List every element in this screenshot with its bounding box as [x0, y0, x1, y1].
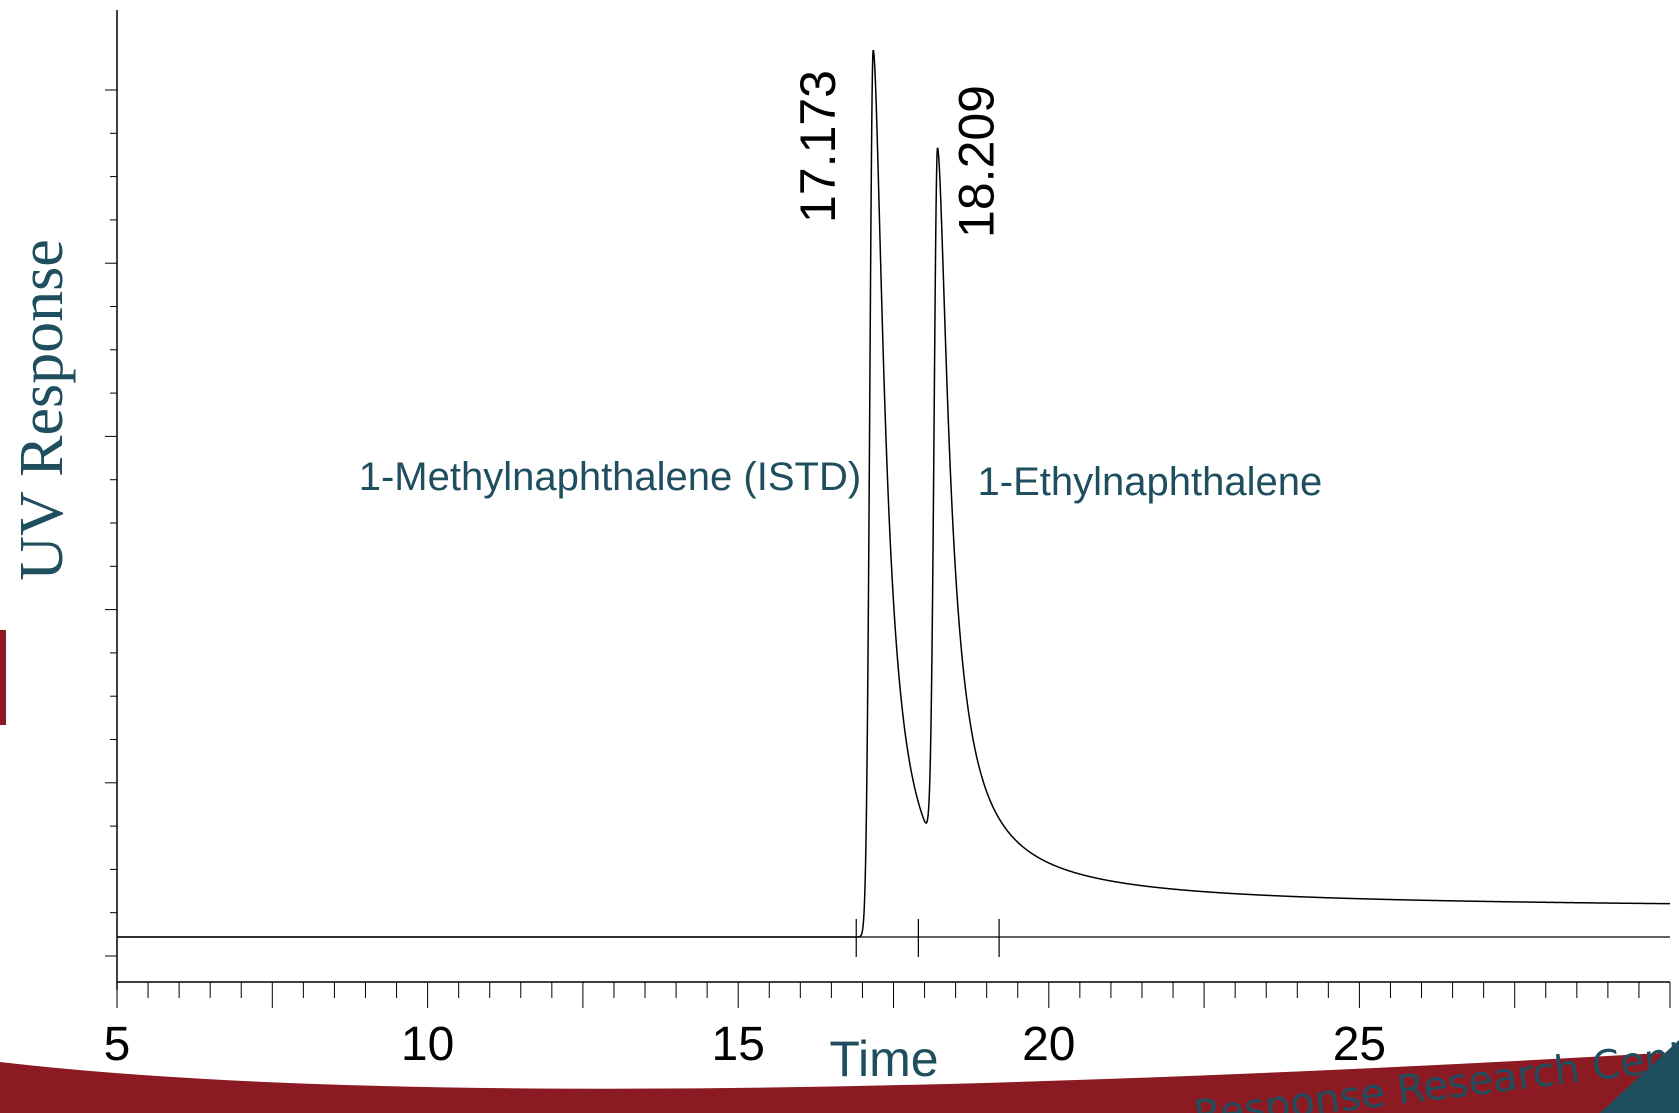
peak-annotations: 17.173 1-Methylnaphthalene (ISTD) 18.209 1-…	[359, 70, 1323, 504]
logo-red-bar	[0, 630, 6, 725]
y-axis-label: UV Response	[8, 239, 76, 581]
x-tick-label: 15	[712, 1018, 765, 1071]
footer-teal-corner	[1600, 1040, 1679, 1113]
peak-compound-label: 1-Methylnaphthalene (ISTD)	[359, 455, 861, 499]
peak-retention-time: 18.209	[949, 85, 1005, 238]
x-tick-label: 20	[1022, 1018, 1075, 1071]
y-axis-ticks	[105, 89, 117, 957]
footer-maroon-swoosh	[0, 1052, 1679, 1113]
integration-markers	[855, 919, 1000, 957]
x-tick-label: 5	[104, 1018, 131, 1071]
x-axis-ticks	[116, 982, 1671, 1008]
x-tick-label: 25	[1333, 1018, 1386, 1071]
peak-compound-label: 1-Ethylnaphthalene	[978, 460, 1323, 504]
x-axis-tick-labels: 5 10 15 20 25	[104, 1018, 1386, 1071]
x-axis-label: Time	[829, 1031, 938, 1087]
left-logo-fragment	[0, 630, 6, 725]
peak-retention-time: 17.173	[790, 70, 846, 223]
x-tick-label: 10	[401, 1018, 454, 1071]
chromatogram-trace	[117, 49, 1670, 938]
